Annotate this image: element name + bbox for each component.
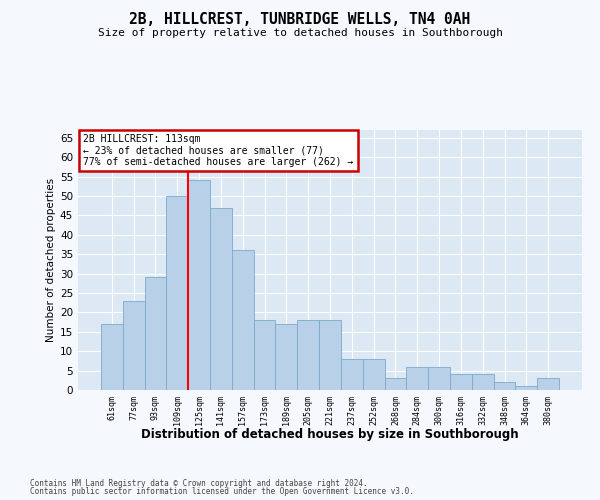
Bar [166,196,188,390]
Bar [188,180,210,390]
Bar [385,378,406,390]
Bar [450,374,472,390]
Bar [363,359,385,390]
Bar [145,278,166,390]
Bar [472,374,494,390]
Y-axis label: Number of detached properties: Number of detached properties [46,178,56,342]
Text: Contains public sector information licensed under the Open Government Licence v3: Contains public sector information licen… [30,488,414,496]
Bar [123,300,145,390]
Text: 2B, HILLCREST, TUNBRIDGE WELLS, TN4 0AH: 2B, HILLCREST, TUNBRIDGE WELLS, TN4 0AH [130,12,470,28]
Bar [494,382,515,390]
Bar [210,208,232,390]
Bar [101,324,123,390]
Bar [232,250,254,390]
Bar [406,366,428,390]
Bar [297,320,319,390]
Bar [254,320,275,390]
Text: Size of property relative to detached houses in Southborough: Size of property relative to detached ho… [97,28,503,38]
Bar [537,378,559,390]
Bar [341,359,363,390]
Text: Contains HM Land Registry data © Crown copyright and database right 2024.: Contains HM Land Registry data © Crown c… [30,478,368,488]
X-axis label: Distribution of detached houses by size in Southborough: Distribution of detached houses by size … [141,428,519,440]
Text: 2B HILLCREST: 113sqm
← 23% of detached houses are smaller (77)
77% of semi-detac: 2B HILLCREST: 113sqm ← 23% of detached h… [83,134,353,167]
Bar [275,324,297,390]
Bar [319,320,341,390]
Bar [428,366,450,390]
Bar [515,386,537,390]
